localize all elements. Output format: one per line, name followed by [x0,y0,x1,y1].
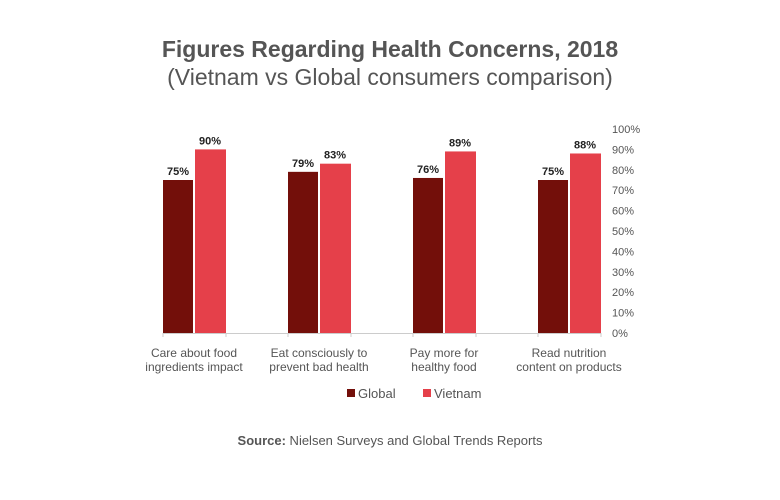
legend-swatch-global [347,389,355,397]
source-note: Source: Nielsen Surveys and Global Trend… [0,433,780,448]
y-tick-label: 50% [612,226,634,238]
y-tick-label: 80% [612,165,634,177]
y-tick-label: 20% [612,287,634,299]
data-label: 83% [324,150,346,162]
x-tick-label: Care about food [151,346,237,360]
y-tick-label: 0% [612,328,628,340]
bar-global [163,180,193,333]
y-tick-label: 70% [612,185,634,197]
x-tick-label: Read nutrition [532,346,607,360]
bar-global [288,171,318,333]
x-tick-label: Eat consciously to [271,346,368,360]
y-tick-label: 100% [612,124,640,136]
bar-global [538,180,568,333]
bar-vietnam [570,153,601,333]
x-tick-label: healthy food [411,360,476,374]
data-label: 90% [199,135,221,147]
data-label: 79% [292,158,314,170]
data-label: 89% [449,137,471,149]
y-tick-label: 40% [612,246,634,258]
y-tick-label: 60% [612,206,634,218]
x-tick-label: Pay more for [410,346,479,360]
bar-global [413,177,443,333]
data-label: 75% [542,166,564,178]
bar-vietnam [445,151,476,333]
x-tick-label: content on products [516,360,621,374]
data-label: 75% [167,166,189,178]
bar-vietnam [195,149,226,333]
legend-label-global: Global [358,386,396,401]
chart-subtitle: (Vietnam vs Global consumers comparison) [167,64,613,90]
bar-vietnam [320,163,351,333]
legend-label-vietnam: Vietnam [434,386,481,401]
source-text: Nielsen Surveys and Global Trends Report… [285,433,543,448]
x-tick-label: ingredients impact [145,360,243,374]
y-tick-label: 30% [612,267,634,279]
legend-swatch-vietnam [423,389,431,397]
data-label: 88% [574,139,596,151]
x-tick-label: prevent bad health [269,360,368,374]
y-tick-label: 90% [612,144,634,156]
chart-title: Figures Regarding Health Concerns, 2018 [161,36,619,62]
source-label: Source: [237,433,286,448]
y-tick-label: 10% [612,308,634,320]
data-label: 76% [417,164,439,176]
